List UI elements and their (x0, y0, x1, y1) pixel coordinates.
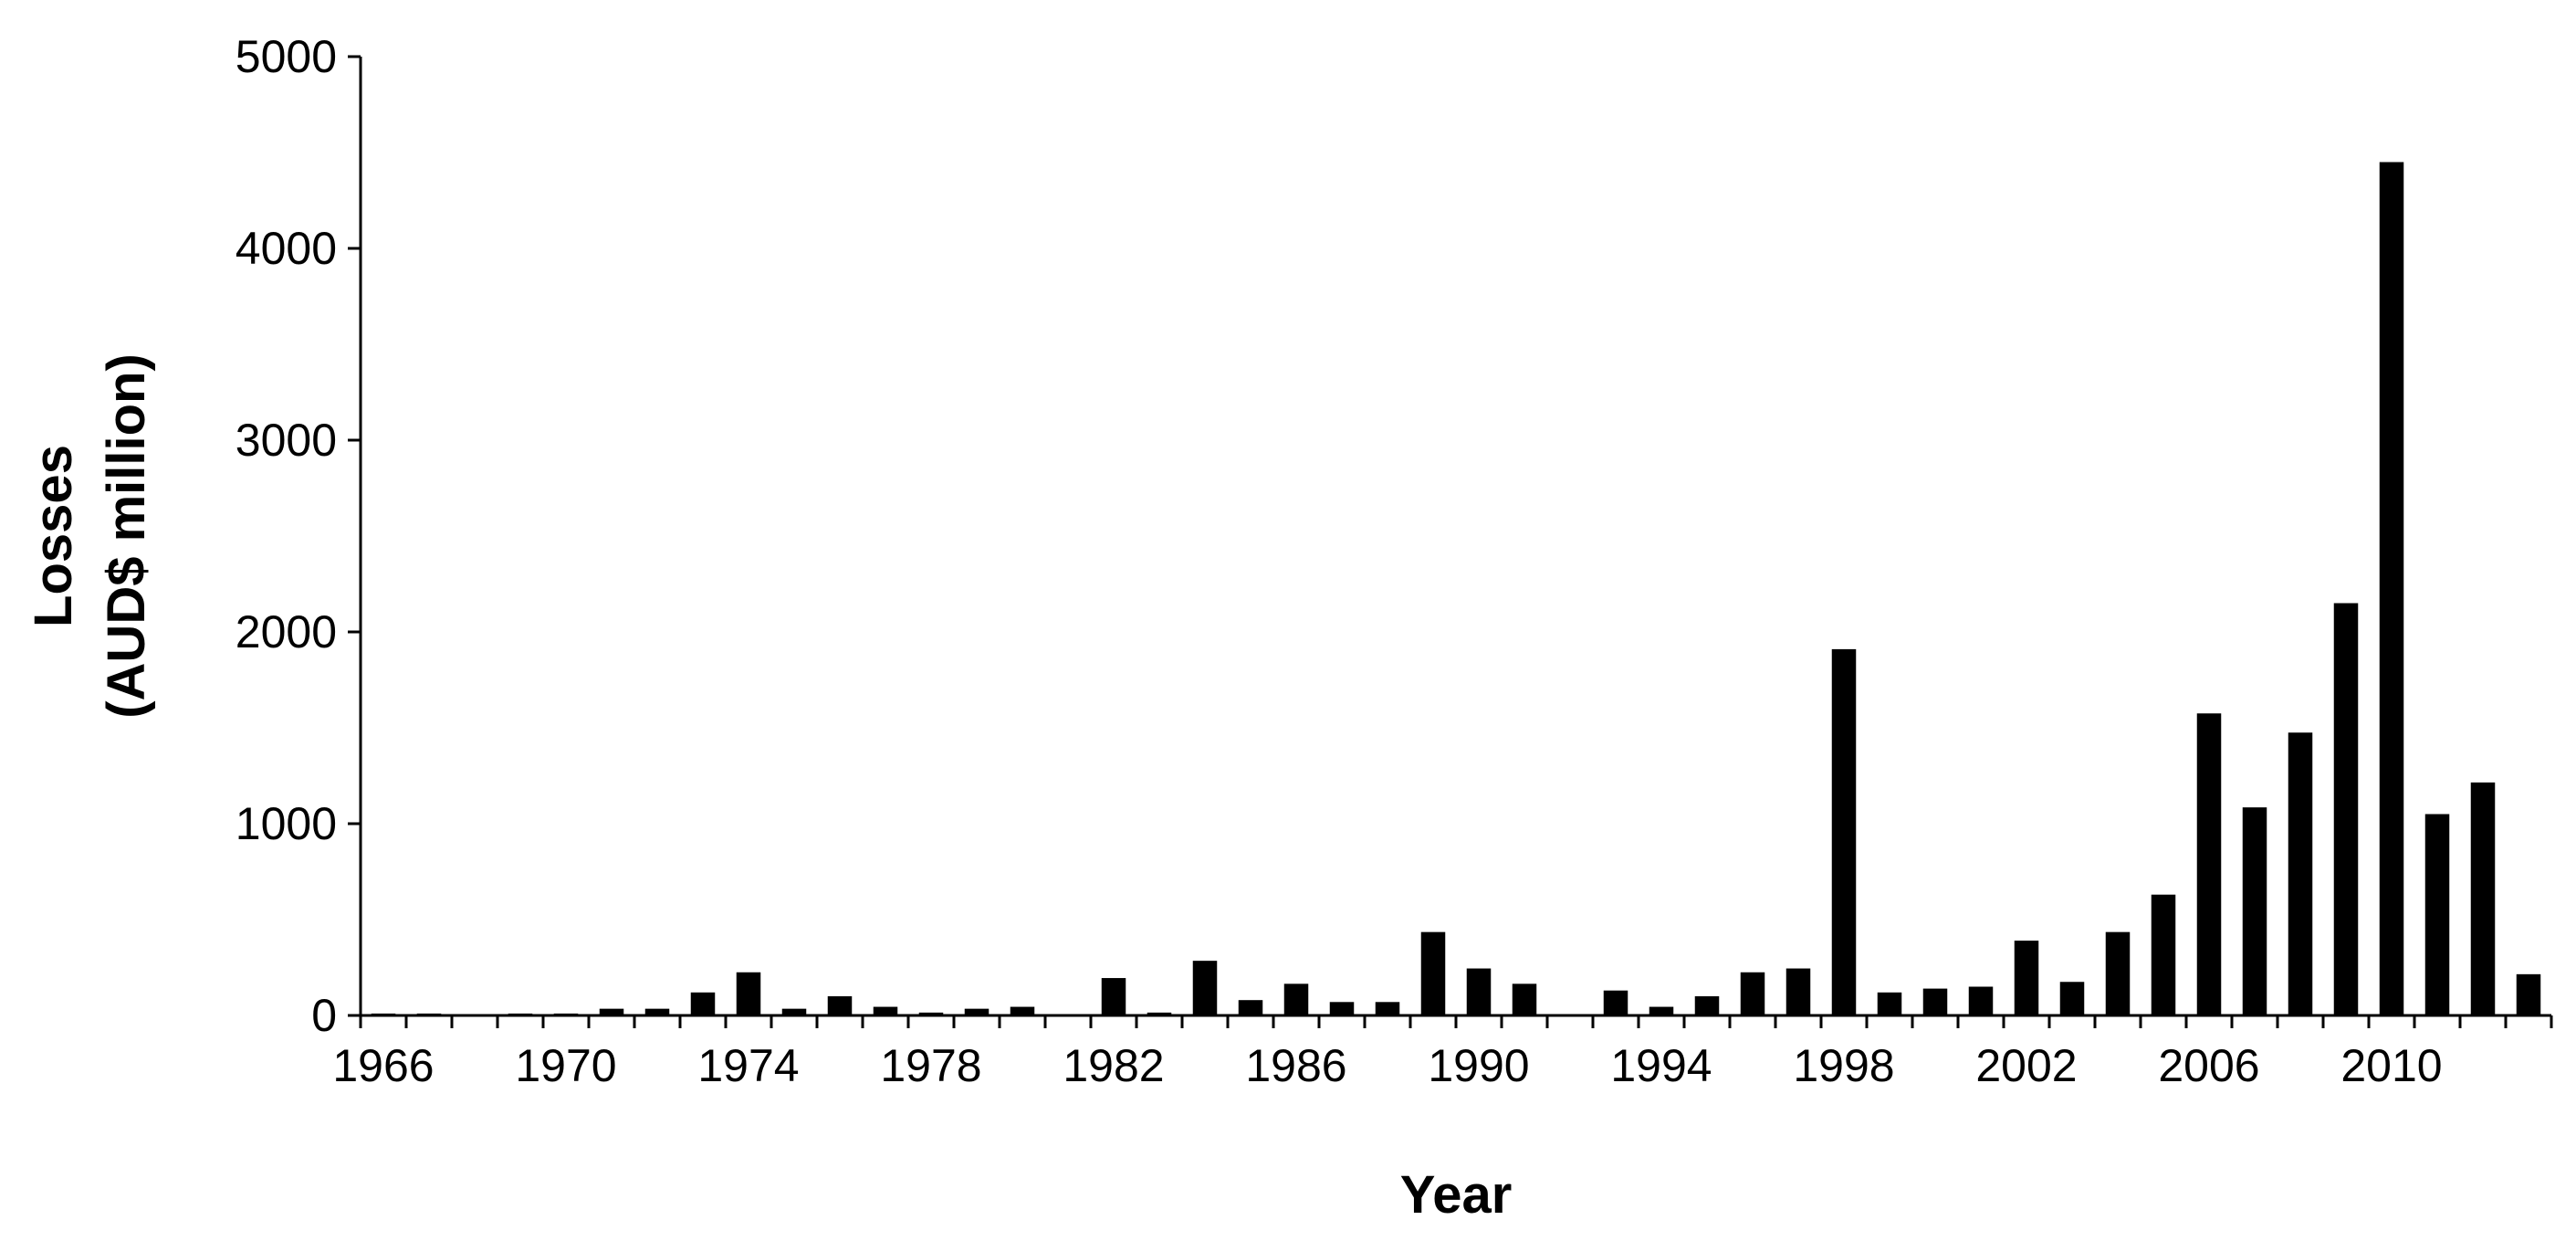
bar-1983 (1147, 1012, 1172, 1015)
bar-1976 (827, 996, 853, 1015)
bar-1978 (918, 1012, 944, 1015)
bar-2006 (2196, 713, 2222, 1015)
bar-1972 (644, 1008, 670, 1015)
bar-2008 (2288, 732, 2313, 1015)
bar-1997 (1785, 968, 1811, 1015)
bar-1994 (1649, 1006, 1674, 1015)
y-axis-title-line-2: (AUD$ million) (97, 353, 156, 719)
x-axis-ticks: 1966 1970 1974 1978 1982 1986 1990 1994 1998 2002… (332, 1015, 2553, 1091)
bar-1998 (1831, 648, 1857, 1015)
x-tick-label: 1978 (880, 1040, 981, 1091)
bar-1987 (1329, 1002, 1355, 1015)
bars (371, 162, 2541, 1016)
bar-1982 (1101, 978, 1126, 1015)
bar-1989 (1420, 931, 1446, 1015)
y-tick-label: 3000 (236, 415, 337, 466)
bar-2009 (2333, 603, 2359, 1015)
x-tick-label: 1994 (1610, 1040, 1712, 1091)
y-tick-label: 1000 (236, 798, 337, 849)
x-tick-label: 1990 (1428, 1040, 1529, 1091)
bar-1996 (1740, 972, 1765, 1015)
bar-1974 (736, 972, 761, 1015)
y-axis-ticks: 0 1000 2000 3000 4000 5000 (236, 31, 361, 1041)
bar-2003 (2059, 982, 2085, 1015)
bar-2007 (2242, 807, 2267, 1015)
x-tick-label: 1966 (332, 1040, 434, 1091)
bar-2000 (1922, 988, 1948, 1015)
bar-1980 (1010, 1006, 1035, 1015)
bar-1993 (1603, 990, 1628, 1015)
bar-1999 (1877, 992, 1902, 1015)
x-tick-label: 1974 (697, 1040, 799, 1091)
bar-1973 (690, 992, 716, 1015)
y-axis-title-line-1: Losses (24, 445, 83, 627)
bar-2002 (2014, 941, 2039, 1015)
bar-2011 (2424, 814, 2450, 1015)
x-axis-title: Year (1400, 1165, 1513, 1225)
bar-2013 (2516, 973, 2541, 1015)
bar-1995 (1694, 996, 1720, 1015)
y-tick-label: 0 (311, 990, 337, 1041)
bar-1985 (1238, 1000, 1263, 1015)
bar-1979 (964, 1008, 990, 1015)
bar-1975 (781, 1008, 807, 1015)
bar-1984 (1192, 961, 1218, 1015)
bar-2010 (2379, 162, 2404, 1015)
bar-2005 (2151, 894, 2176, 1015)
bar-1990 (1466, 968, 1492, 1015)
x-tick-label: 1986 (1245, 1040, 1346, 1091)
x-tick-label: 2010 (2340, 1040, 2442, 1091)
bar-2001 (1968, 986, 1994, 1015)
x-tick-label: 1998 (1793, 1040, 1894, 1091)
x-tick-label: 1982 (1063, 1040, 1164, 1091)
bar-1991 (1512, 983, 1537, 1015)
bar-1977 (873, 1006, 898, 1015)
bar-1986 (1283, 983, 1309, 1015)
bar-2004 (2105, 931, 2131, 1015)
bar-1988 (1375, 1002, 1400, 1015)
y-tick-label: 4000 (236, 223, 337, 274)
bar-2012 (2470, 782, 2496, 1015)
y-tick-label: 5000 (236, 31, 337, 82)
x-tick-label: 2002 (1975, 1040, 2077, 1091)
x-tick-label: 1970 (515, 1040, 616, 1091)
bar-1971 (599, 1008, 624, 1015)
y-tick-label: 2000 (236, 606, 337, 657)
axes (359, 57, 2551, 1017)
x-tick-label: 2006 (2158, 1040, 2259, 1091)
y-axis-title: Losses (AUD$ million) (24, 353, 156, 719)
